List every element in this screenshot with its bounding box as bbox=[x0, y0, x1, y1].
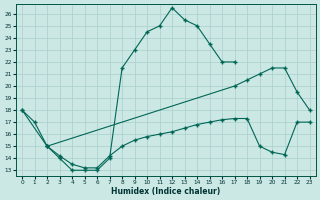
X-axis label: Humidex (Indice chaleur): Humidex (Indice chaleur) bbox=[111, 187, 220, 196]
